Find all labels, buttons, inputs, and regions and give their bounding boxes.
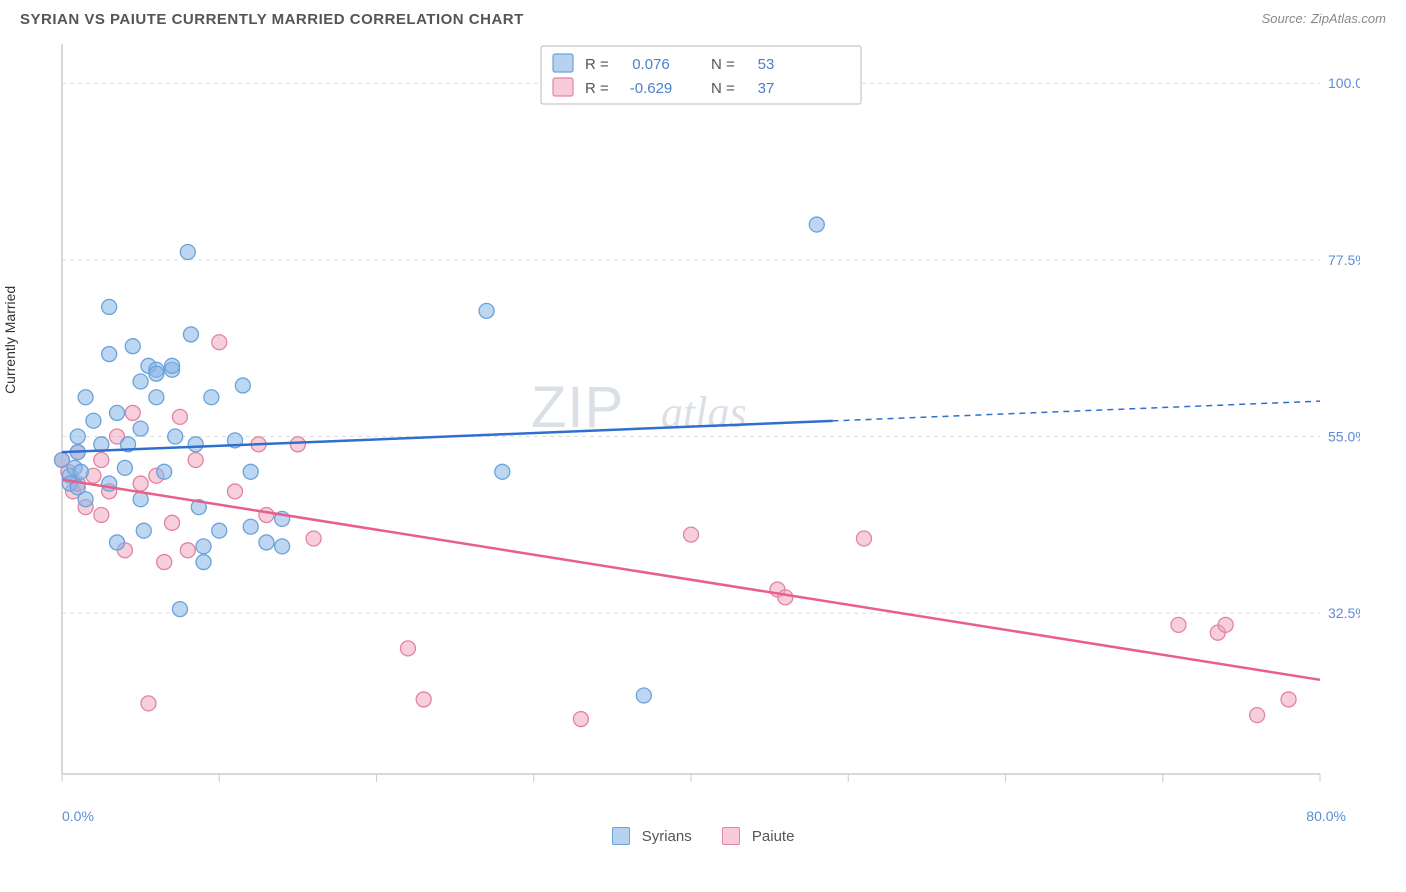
- svg-text:55.0%: 55.0%: [1328, 428, 1360, 444]
- source-attribution: Source: ZipAtlas.com: [1262, 10, 1386, 28]
- legend-label-paiute: Paiute: [752, 828, 795, 845]
- svg-text:R =: R =: [585, 80, 609, 97]
- bottom-legend: Syrians Paiute: [20, 824, 1386, 846]
- svg-text:37: 37: [758, 80, 775, 97]
- chart-title: SYRIAN VS PAIUTE CURRENTLY MARRIED CORRE…: [20, 11, 524, 28]
- legend-swatch-syrians: [612, 827, 630, 845]
- legend-label-syrians: Syrians: [642, 828, 692, 845]
- legend-swatch-paiute: [722, 827, 740, 845]
- scatter-chart: 32.5%55.0%77.5%100.0%ZIPatlasR =0.076N =…: [20, 34, 1360, 804]
- chart-container: Currently Married 32.5%55.0%77.5%100.0%Z…: [20, 34, 1386, 846]
- svg-text:-0.629: -0.629: [630, 80, 673, 97]
- svg-text:N =: N =: [711, 80, 735, 97]
- x-max-label: 80.0%: [1306, 808, 1346, 824]
- y-axis-label: Currently Married: [2, 286, 18, 394]
- source-label: Source:: [1262, 11, 1307, 26]
- legend-item-syrians: Syrians: [612, 828, 692, 846]
- x-axis-end-labels: 0.0% 80.0%: [62, 804, 1346, 824]
- svg-text:atlas: atlas: [661, 388, 747, 437]
- x-min-label: 0.0%: [62, 808, 94, 824]
- svg-text:53: 53: [758, 56, 775, 73]
- svg-text:100.0%: 100.0%: [1328, 75, 1360, 91]
- svg-text:32.5%: 32.5%: [1328, 605, 1360, 621]
- svg-text:N =: N =: [711, 56, 735, 73]
- svg-text:0.076: 0.076: [632, 56, 670, 73]
- svg-text:77.5%: 77.5%: [1328, 252, 1360, 268]
- legend-item-paiute: Paiute: [722, 828, 795, 846]
- svg-text:R =: R =: [585, 56, 609, 73]
- source-name: ZipAtlas.com: [1311, 11, 1386, 26]
